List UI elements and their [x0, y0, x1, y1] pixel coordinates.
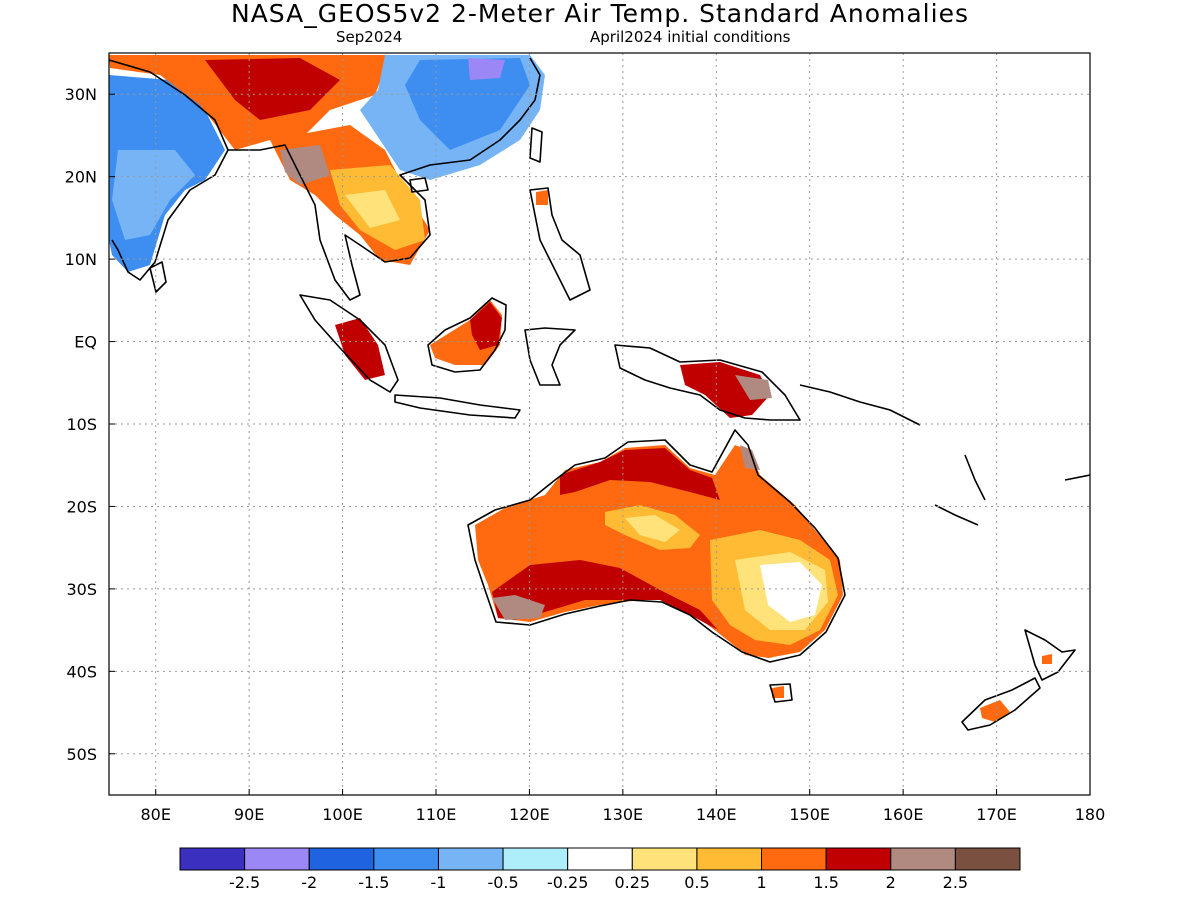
lon-tick-label: 90E — [234, 805, 264, 824]
region-new-zealand-north — [1042, 654, 1052, 664]
coast-indochina — [228, 57, 541, 301]
lon-tick-label: 110E — [416, 805, 457, 824]
lon-tick-label: 170E — [976, 805, 1017, 824]
colorbar-swatch — [696, 847, 763, 871]
colorbar-swatch — [502, 847, 569, 871]
latitude-axis: 30N 20N 10N EQ 10S 20S 30S 40S 50S — [65, 85, 115, 764]
coast-new-zealand-south — [961, 677, 1041, 731]
colorbar-swatch — [179, 847, 246, 871]
init-conditions-label: April2024 initial conditions — [590, 28, 791, 46]
anomaly-fills — [109, 55, 1052, 722]
valid-month-label: Sep2024 — [336, 28, 403, 46]
region-australia-se-hot — [735, 640, 790, 658]
region-new-guinea-brown — [735, 375, 772, 400]
region-new-guinea — [680, 362, 770, 418]
lat-tick-label: 30N — [65, 85, 97, 104]
region-tibet-hot — [205, 58, 340, 120]
coast-borneo — [427, 297, 507, 373]
coastlines — [109, 57, 1090, 731]
map-layer — [109, 53, 1090, 795]
region-indochina-pale — [345, 190, 400, 228]
colorbar-swatch — [373, 847, 439, 871]
colorbar-label: 2 — [886, 873, 896, 892]
lat-tick-label: 50S — [66, 745, 97, 764]
coast-sri-lanka — [149, 261, 167, 293]
coast-fiji — [1064, 474, 1090, 481]
lat-tick-label: 30S — [66, 580, 97, 599]
colorbar-swatch — [437, 847, 504, 871]
coast-vanuatu — [964, 454, 986, 501]
colorbar-label: 1 — [756, 873, 766, 892]
lat-tick-label: EQ — [74, 333, 97, 352]
region-china-coldest — [468, 58, 505, 80]
graticule — [109, 53, 1090, 795]
lat-tick-label: 20N — [65, 168, 97, 187]
coast-new-zealand-north — [1024, 629, 1076, 681]
lon-tick-label: 180 — [1075, 805, 1106, 824]
lat-tick-label: 10N — [65, 250, 97, 269]
colorbar-swatch — [631, 847, 698, 871]
colorbar-label: 2.5 — [943, 873, 968, 892]
region-philippines — [536, 190, 548, 205]
colorbar-swatch — [761, 847, 827, 871]
region-australia-brown-sw — [492, 595, 545, 620]
coast-asia — [109, 59, 229, 281]
region-australia-south-band — [492, 560, 718, 630]
coast-australia — [467, 429, 846, 663]
lon-tick-label: 120E — [509, 805, 550, 824]
colorbar-label: 1.5 — [813, 873, 838, 892]
map-frame — [108, 52, 1091, 796]
colorbar-swatch — [308, 847, 375, 871]
colorbar-swatch — [954, 847, 1021, 871]
colorbar-label: 0.25 — [614, 873, 650, 892]
lon-tick-label: 100E — [322, 805, 363, 824]
lat-tick-label: 10S — [66, 415, 97, 434]
lon-tick-label: 130E — [603, 805, 644, 824]
colorbar-swatch — [890, 847, 956, 871]
coast-solomons — [799, 384, 921, 426]
region-australia-north-band — [560, 448, 720, 500]
colorbar-label: -0.5 — [487, 873, 518, 892]
region-new-zealand — [980, 700, 1010, 722]
lon-tick-label: 150E — [789, 805, 830, 824]
lat-tick-label: 40S — [66, 662, 97, 681]
longitude-axis: 80E 90E 100E 110E 120E 130E 140E 150E 160E 170E 18… — [140, 789, 1105, 824]
colorbar-swatch — [825, 847, 892, 871]
region-australia-central-lite — [625, 515, 680, 542]
coast-tasmania — [769, 683, 793, 703]
colorbar-label: -1.5 — [358, 873, 389, 892]
region-india-lite — [112, 150, 195, 240]
coast-sumatra — [299, 294, 399, 393]
colorbar-swatch — [567, 847, 633, 871]
coast-philippines — [529, 187, 591, 301]
lat-tick-label: 20S — [66, 497, 97, 516]
colorbar-label: -0.25 — [547, 873, 588, 892]
coast-new-guinea — [614, 344, 801, 421]
colorbar: -2.5 -2 -1.5 -1 -0.5 -0.25 0.25 0.5 1 1.5 2 2.5 — [179, 847, 1021, 892]
coast-taiwan — [529, 127, 543, 163]
region-australia-east-neutral — [760, 562, 822, 622]
colorbar-label: -2.5 — [229, 873, 260, 892]
region-tasmania — [772, 686, 784, 698]
colorbar-label: 0.5 — [684, 873, 709, 892]
coast-sulawesi — [524, 327, 576, 386]
colorbar-swatch — [244, 847, 310, 871]
lon-tick-label: 80E — [140, 805, 170, 824]
colorbar-label: -1 — [430, 873, 446, 892]
region-sumatra — [335, 318, 385, 380]
coast-java — [394, 394, 521, 419]
chart-title: NASA_GEOS5v2 2-Meter Air Temp. Standard … — [231, 0, 969, 28]
region-borneo-hot — [470, 302, 502, 350]
coast-hainan — [409, 177, 429, 193]
region-myanmar-brown — [280, 145, 330, 185]
coast-new-caledonia — [934, 504, 979, 526]
lon-tick-label: 140E — [696, 805, 737, 824]
lon-tick-label: 160E — [883, 805, 924, 824]
colorbar-label: -2 — [301, 873, 317, 892]
